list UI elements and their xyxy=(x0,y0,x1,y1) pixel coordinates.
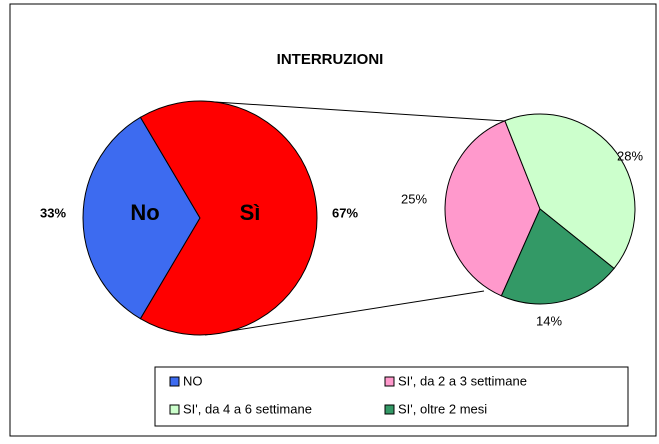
legend-label: NO xyxy=(183,373,203,388)
connector-line xyxy=(204,290,485,336)
pie-slice xyxy=(444,120,541,297)
pie-slice xyxy=(500,208,615,305)
data-label: 33% xyxy=(40,205,66,220)
legend-swatch xyxy=(169,376,180,387)
chart-title: INTERRUZIONI xyxy=(277,51,384,68)
legend-label: SI', da 2 a 3 settimane xyxy=(398,373,527,388)
legend-label: SI', da 4 a 6 settimane xyxy=(183,401,312,416)
slice-label: No xyxy=(130,200,159,225)
data-label: 28% xyxy=(617,148,643,163)
data-label: 67% xyxy=(332,205,358,220)
legend-box xyxy=(154,366,629,427)
pie-slice xyxy=(504,113,636,270)
legend-swatch xyxy=(169,404,180,415)
legend-swatch xyxy=(384,376,395,387)
pie-slice xyxy=(139,100,318,336)
slice-label: Sì xyxy=(240,200,261,225)
connector-line xyxy=(199,100,506,122)
data-label: 14% xyxy=(536,313,562,328)
pie-slice xyxy=(82,116,201,320)
legend-swatch xyxy=(384,404,395,415)
data-label: 25% xyxy=(401,191,427,206)
legend-label: SI', oltre 2 mesi xyxy=(398,401,487,416)
